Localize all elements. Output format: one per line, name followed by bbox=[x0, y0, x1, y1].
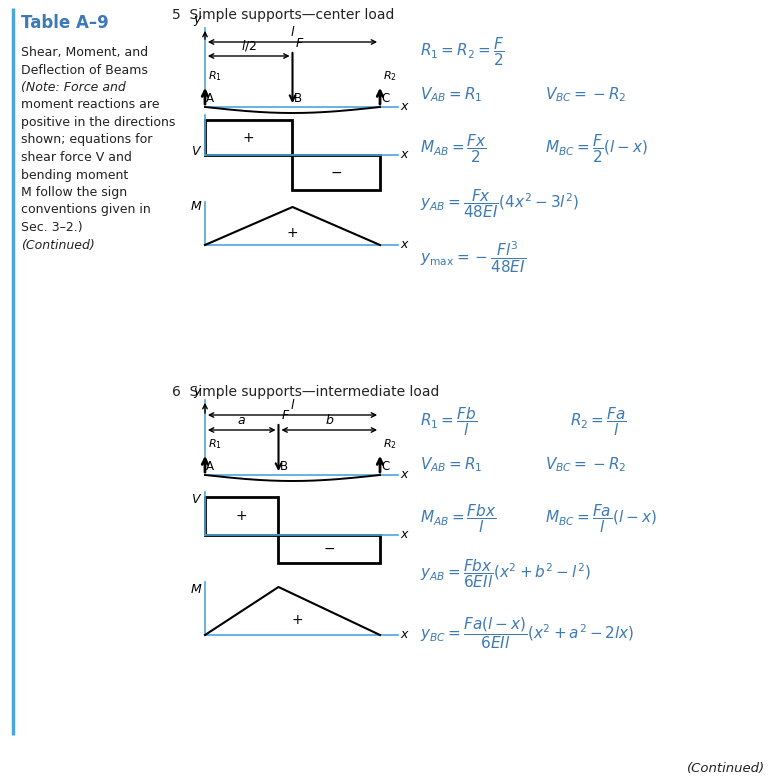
Text: $V_{AB} = R_1$: $V_{AB} = R_1$ bbox=[420, 455, 482, 473]
Text: $F$: $F$ bbox=[281, 409, 291, 422]
Text: x: x bbox=[400, 629, 407, 642]
Text: $l$: $l$ bbox=[290, 398, 295, 412]
Text: $y_{AB} = \dfrac{Fbx}{6EIl}(x^2 + b^2 - l^2)$: $y_{AB} = \dfrac{Fbx}{6EIl}(x^2 + b^2 - … bbox=[420, 557, 590, 590]
Text: M follow the sign: M follow the sign bbox=[21, 186, 127, 199]
Text: +: + bbox=[287, 226, 298, 240]
Text: $M_{BC} = \dfrac{Fa}{l}(l - x)$: $M_{BC} = \dfrac{Fa}{l}(l - x)$ bbox=[545, 502, 657, 535]
Text: x: x bbox=[400, 148, 407, 161]
Text: $R_1$: $R_1$ bbox=[208, 69, 222, 83]
Text: −: − bbox=[323, 542, 335, 556]
Text: $M$: $M$ bbox=[189, 583, 202, 596]
Text: y: y bbox=[194, 13, 201, 26]
Text: $M_{AB} = \dfrac{Fbx}{l}$: $M_{AB} = \dfrac{Fbx}{l}$ bbox=[420, 502, 496, 535]
Text: $M_{BC} = \dfrac{F}{2}(l - x)$: $M_{BC} = \dfrac{F}{2}(l - x)$ bbox=[545, 132, 648, 165]
Text: y: y bbox=[194, 385, 201, 398]
Text: $R_1$: $R_1$ bbox=[208, 437, 222, 451]
Text: $y_{AB} = \dfrac{Fx}{48EI}(4x^2 - 3l^2)$: $y_{AB} = \dfrac{Fx}{48EI}(4x^2 - 3l^2)$ bbox=[420, 187, 579, 220]
Text: A: A bbox=[206, 92, 214, 105]
Bar bbox=[279, 535, 380, 563]
Text: C: C bbox=[381, 460, 390, 473]
Text: $F$: $F$ bbox=[295, 37, 305, 50]
Text: A: A bbox=[206, 460, 214, 473]
Text: (Note: Force and: (Note: Force and bbox=[21, 81, 125, 94]
Text: $l/2$: $l/2$ bbox=[241, 38, 256, 53]
Text: 5  Simple supports—center load: 5 Simple supports—center load bbox=[172, 8, 394, 22]
Text: positive in the directions: positive in the directions bbox=[21, 116, 175, 129]
Text: $R_2 = \dfrac{Fa}{l}$: $R_2 = \dfrac{Fa}{l}$ bbox=[570, 405, 626, 438]
Bar bbox=[205, 120, 292, 155]
Text: $a$: $a$ bbox=[238, 414, 246, 427]
Text: Shear, Moment, and: Shear, Moment, and bbox=[21, 46, 148, 59]
Text: $y_{\max} = -\dfrac{Fl^3}{48EI}$: $y_{\max} = -\dfrac{Fl^3}{48EI}$ bbox=[420, 240, 526, 275]
Text: x: x bbox=[400, 469, 407, 481]
Text: $R_2$: $R_2$ bbox=[383, 69, 397, 83]
Text: $l$: $l$ bbox=[290, 25, 295, 39]
Text: x: x bbox=[400, 101, 407, 113]
Text: $V$: $V$ bbox=[191, 145, 202, 158]
Text: (Continued): (Continued) bbox=[687, 762, 765, 775]
Text: $V_{BC} = -R_2$: $V_{BC} = -R_2$ bbox=[545, 455, 626, 473]
Text: +: + bbox=[291, 613, 303, 627]
Text: $V$: $V$ bbox=[191, 493, 202, 506]
Text: x: x bbox=[400, 528, 407, 542]
Text: B: B bbox=[280, 460, 287, 473]
Text: Deflection of Beams: Deflection of Beams bbox=[21, 64, 148, 77]
Text: x: x bbox=[400, 238, 407, 251]
Text: −: − bbox=[330, 165, 342, 179]
Text: C: C bbox=[381, 92, 390, 105]
Text: $R_2$: $R_2$ bbox=[383, 437, 397, 451]
Text: moment reactions are: moment reactions are bbox=[21, 99, 160, 112]
Text: $V_{AB} = R_1$: $V_{AB} = R_1$ bbox=[420, 85, 482, 104]
Text: $M$: $M$ bbox=[189, 200, 202, 213]
Text: +: + bbox=[236, 509, 248, 523]
Text: B: B bbox=[294, 92, 301, 105]
Text: Table A–9: Table A–9 bbox=[21, 14, 109, 32]
Text: (Continued): (Continued) bbox=[21, 238, 95, 251]
Text: $R_1 = \dfrac{Fb}{l}$: $R_1 = \dfrac{Fb}{l}$ bbox=[420, 405, 477, 438]
Text: 6  Simple supports—intermediate load: 6 Simple supports—intermediate load bbox=[172, 385, 439, 399]
Text: Sec. 3–2.): Sec. 3–2.) bbox=[21, 221, 83, 234]
Text: bending moment: bending moment bbox=[21, 168, 129, 182]
Text: shear force V and: shear force V and bbox=[21, 151, 132, 164]
Bar bbox=[292, 155, 380, 190]
Text: conventions given in: conventions given in bbox=[21, 203, 151, 217]
Text: +: + bbox=[243, 130, 255, 144]
Text: $b$: $b$ bbox=[325, 413, 334, 427]
Text: $R_1 = R_2 = \dfrac{F}{2}$: $R_1 = R_2 = \dfrac{F}{2}$ bbox=[420, 35, 505, 68]
Bar bbox=[205, 497, 279, 535]
Text: shown; equations for: shown; equations for bbox=[21, 133, 153, 147]
Text: $M_{AB} = \dfrac{Fx}{2}$: $M_{AB} = \dfrac{Fx}{2}$ bbox=[420, 132, 487, 165]
Text: $V_{BC} = -R_2$: $V_{BC} = -R_2$ bbox=[545, 85, 626, 104]
Text: $y_{BC} = \dfrac{Fa(l - x)}{6EIl}(x^2 + a^2 - 2lx)$: $y_{BC} = \dfrac{Fa(l - x)}{6EIl}(x^2 + … bbox=[420, 615, 635, 651]
